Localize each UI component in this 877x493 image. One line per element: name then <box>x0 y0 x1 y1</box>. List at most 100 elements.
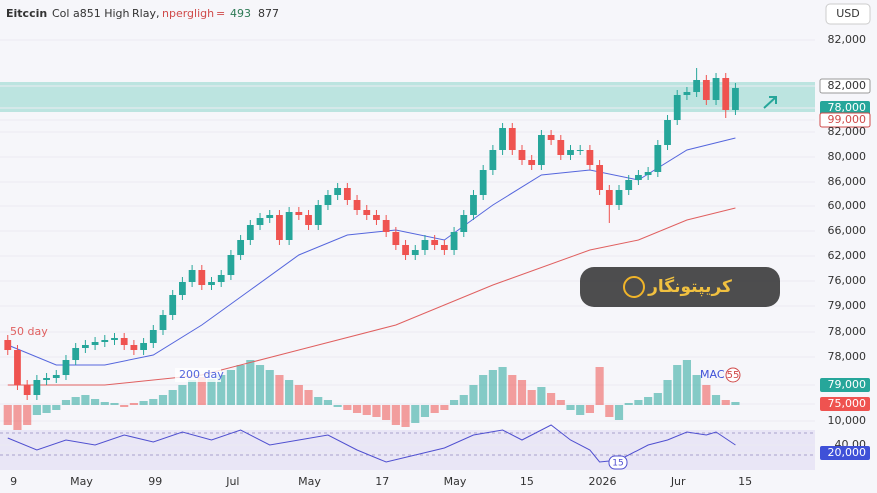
candle-body <box>567 150 574 155</box>
macd-bar <box>382 405 391 420</box>
candle-body <box>188 270 196 282</box>
y-tick-label: 78,000 <box>828 350 867 363</box>
macd-bar <box>702 385 711 405</box>
macd-bar <box>32 405 41 415</box>
candle-body <box>149 330 157 343</box>
macd-bar <box>517 380 527 405</box>
macd-bar <box>430 405 439 413</box>
macd-bar <box>139 401 148 405</box>
candle-body <box>702 80 710 100</box>
macd-bar <box>605 405 614 417</box>
candle-body <box>33 380 41 395</box>
macd-bar <box>255 365 265 405</box>
y-tick-label: 99,000 <box>828 113 867 126</box>
y-tick-label: 86,000 <box>828 175 867 188</box>
macd-bar <box>197 377 206 405</box>
candle-body <box>43 378 50 380</box>
macd-bar <box>294 385 303 405</box>
moving-average <box>7 137 736 366</box>
macd-bar <box>595 367 604 405</box>
candle-body <box>343 188 351 200</box>
macd-bar <box>333 405 342 407</box>
macd-bar <box>653 393 662 405</box>
macd-bar <box>391 405 400 425</box>
candle-body <box>489 150 497 170</box>
candle-body <box>324 195 332 205</box>
candle-body <box>654 145 662 172</box>
macd-bar <box>314 397 323 405</box>
candle-body <box>256 218 264 225</box>
candle-body <box>208 282 215 285</box>
price-badge <box>820 378 870 392</box>
x-tick-label: May <box>298 475 321 488</box>
candle-body <box>198 270 206 285</box>
macd-bar <box>207 379 216 405</box>
osc-badge <box>608 455 628 470</box>
candle-body <box>557 140 565 155</box>
macd-bar <box>420 405 430 417</box>
macd-badge <box>725 367 741 383</box>
candle-body <box>732 88 739 110</box>
macd-bar <box>469 385 478 405</box>
candle-body <box>722 78 730 110</box>
x-tick-label: Jur <box>670 475 686 488</box>
macd-bar <box>226 370 235 405</box>
price-badge <box>819 112 871 128</box>
candle-body <box>101 340 109 342</box>
candle-body <box>450 232 458 250</box>
candle-body <box>644 172 652 175</box>
candle-body <box>276 215 283 240</box>
candle-body <box>402 245 409 255</box>
y-tick-label: 66,000 <box>828 224 867 237</box>
y-tick-label: 82,000 <box>828 33 867 46</box>
candle-body <box>596 165 604 190</box>
candle-body <box>576 150 584 151</box>
macd-bar <box>265 370 274 405</box>
currency[interactable]: USD <box>836 7 860 20</box>
macd-bar <box>624 403 633 405</box>
osc-badge-text: 15 <box>612 459 623 469</box>
x-tick-label: 9 <box>10 475 17 488</box>
y-tick-label: 78,000 <box>828 101 867 114</box>
candle-body <box>508 128 516 150</box>
candle-body <box>421 240 429 250</box>
y-tick-label: 82,000 <box>828 125 867 138</box>
macd-bar <box>129 403 138 405</box>
x-tick-label: Jul <box>225 475 239 488</box>
macd-bar <box>217 375 226 405</box>
moving-average <box>7 207 736 386</box>
candle-body <box>605 190 613 205</box>
oscillator-line <box>7 424 736 463</box>
macd-bar <box>362 405 371 415</box>
currency-button[interactable] <box>825 3 871 25</box>
macd-bar <box>236 365 245 405</box>
candle-body <box>111 338 118 340</box>
macd-bar <box>682 360 692 405</box>
candle-body <box>130 345 138 350</box>
candle-body <box>14 350 21 385</box>
macd-bar <box>42 405 51 413</box>
candle-body <box>285 212 293 240</box>
macd-bar <box>479 375 488 405</box>
candle-body <box>547 135 555 140</box>
y-tick-label: 62,000 <box>828 249 867 262</box>
macd-badge-text: 55 <box>727 370 740 381</box>
macd-bar <box>644 397 653 405</box>
x-tick-label: May <box>444 475 467 488</box>
macd-bar <box>110 403 119 405</box>
candle-body <box>52 375 60 378</box>
x-tick-label: 15 <box>738 475 752 488</box>
candle-body <box>479 170 487 195</box>
y-tick-label: 82,000 <box>828 79 867 92</box>
candle-body <box>237 240 245 255</box>
x-tick-label: 17 <box>375 475 389 488</box>
value: 877 <box>258 7 279 20</box>
macd-bar <box>61 400 71 405</box>
macd-bar <box>547 393 556 405</box>
price-badge <box>820 397 870 411</box>
line-label: 50 day <box>10 325 48 338</box>
macd-bar <box>323 400 333 405</box>
macd-bar <box>692 375 701 405</box>
